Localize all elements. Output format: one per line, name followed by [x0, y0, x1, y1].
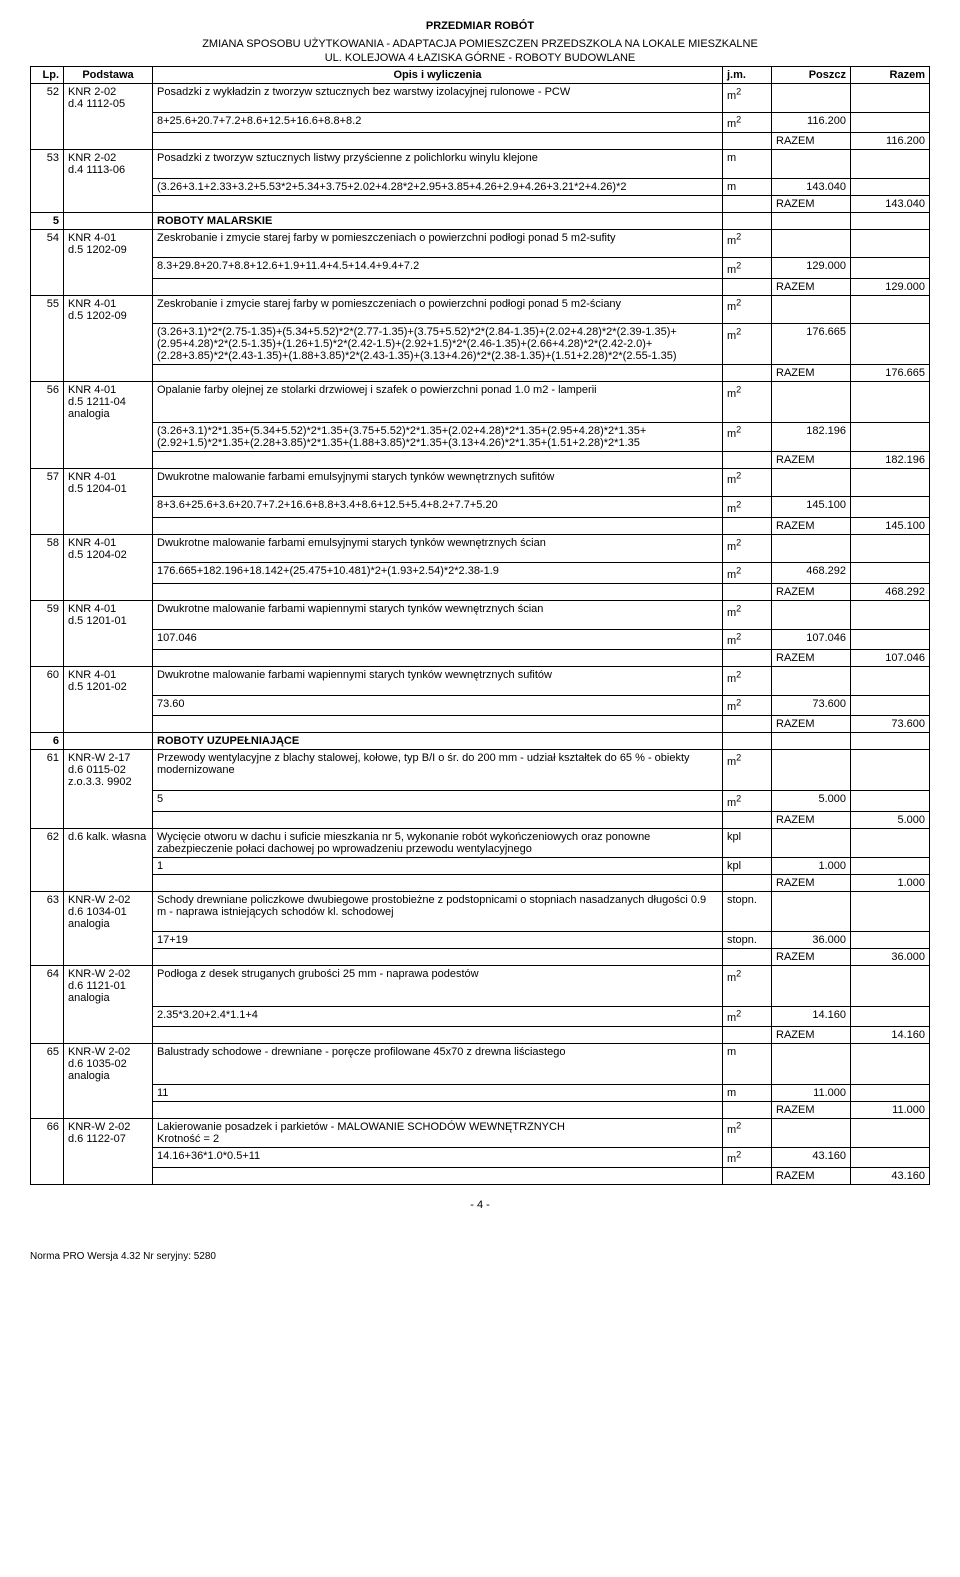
razem-row: RAZEM73.600 [31, 716, 930, 733]
table-row: 61KNR-W 2-17 d.6 0115-02 z.o.3.3. 9902Pr… [31, 750, 930, 791]
calc-row: 73.60m273.600 [31, 695, 930, 716]
doc-subtitle-2: UL. KOLEJOWA 4 ŁAZISKA GÓRNE - ROBOTY BU… [30, 52, 930, 64]
razem-row: RAZEM36.000 [31, 949, 930, 966]
col-podstawa: Podstawa [64, 67, 153, 84]
calc-row: (3.26+3.1)*2*(2.75-1.35)+(5.34+5.52)*2*(… [31, 324, 930, 365]
razem-row: RAZEM145.100 [31, 517, 930, 534]
calc-row: 14.16+36*1.0*0.5+11m243.160 [31, 1147, 930, 1168]
calc-row: 17+19stopn.36.000 [31, 932, 930, 949]
razem-row: RAZEM14.160 [31, 1027, 930, 1044]
table-row: 65KNR-W 2-02 d.6 1035-02 analogiaBalustr… [31, 1044, 930, 1085]
calc-row: 5m25.000 [31, 790, 930, 811]
razem-row: RAZEM176.665 [31, 365, 930, 382]
table-row: 62d.6 kalk. własnaWycięcie otworu w dach… [31, 828, 930, 857]
calc-row: (3.26+3.1+2.33+3.2+5.53*2+5.34+3.75+2.02… [31, 178, 930, 195]
table-row: 63KNR-W 2-02 d.6 1034-01 analogiaSchody … [31, 891, 930, 932]
razem-row: RAZEM129.000 [31, 278, 930, 295]
col-razem: Razem [851, 67, 930, 84]
calc-row: 2.35*3.20+2.4*1.1+4m214.160 [31, 1006, 930, 1027]
table-row: 57KNR 4-01 d.5 1204-01Dwukrotne malowani… [31, 468, 930, 497]
page-number: - 4 - [30, 1199, 930, 1211]
razem-row: RAZEM1.000 [31, 874, 930, 891]
razem-row: RAZEM182.196 [31, 451, 930, 468]
col-poszcz: Poszcz [772, 67, 851, 84]
section-row: 6ROBOTY UZUPEŁNIAJĄCE [31, 733, 930, 750]
razem-row: RAZEM116.200 [31, 133, 930, 150]
calc-row: 8+3.6+25.6+3.6+20.7+7.2+16.6+8.8+3.4+8.6… [31, 497, 930, 518]
table-row: 64KNR-W 2-02 d.6 1121-01 analogiaPodłoga… [31, 966, 930, 1007]
cost-table: Lp. Podstawa Opis i wyliczenia j.m. Posz… [30, 66, 930, 1185]
razem-row: RAZEM468.292 [31, 584, 930, 601]
calc-row: 176.665+182.196+18.142+(25.475+10.481)*2… [31, 563, 930, 584]
col-lp: Lp. [31, 67, 64, 84]
col-opis: Opis i wyliczenia [153, 67, 723, 84]
table-header-row: Lp. Podstawa Opis i wyliczenia j.m. Posz… [31, 67, 930, 84]
razem-row: RAZEM5.000 [31, 811, 930, 828]
table-row: 59KNR 4-01 d.5 1201-01Dwukrotne malowani… [31, 601, 930, 630]
table-row: 58KNR 4-01 d.5 1204-02Dwukrotne malowani… [31, 534, 930, 563]
table-row: 66KNR-W 2-02 d.6 1122-07Lakierowanie pos… [31, 1118, 930, 1147]
razem-row: RAZEM11.000 [31, 1101, 930, 1118]
table-row: 54KNR 4-01 d.5 1202-09Zeskrobanie i zmyc… [31, 229, 930, 258]
footer-app: Norma PRO Wersja 4.32 Nr seryjny: 5280 [30, 1251, 930, 1262]
razem-row: RAZEM107.046 [31, 650, 930, 667]
table-row: 52KNR 2-02 d.4 1112-05Posadzki z wykładz… [31, 84, 930, 113]
calc-row: 8+25.6+20.7+7.2+8.6+12.5+16.6+8.8+8.2m21… [31, 112, 930, 133]
table-row: 53KNR 2-02 d.4 1113-06Posadzki z tworzyw… [31, 150, 930, 179]
razem-row: RAZEM143.040 [31, 195, 930, 212]
calc-row: 1kpl1.000 [31, 857, 930, 874]
section-row: 5ROBOTY MALARSKIE [31, 212, 930, 229]
calc-row: 11m11.000 [31, 1084, 930, 1101]
table-row: 56KNR 4-01 d.5 1211-04 analogiaOpalanie … [31, 382, 930, 423]
razem-row: RAZEM43.160 [31, 1168, 930, 1185]
table-row: 55KNR 4-01 d.5 1202-09Zeskrobanie i zmyc… [31, 295, 930, 324]
doc-subtitle-1: ZMIANA SPOSOBU UŻYTKOWANIA - ADAPTACJA P… [30, 38, 930, 50]
col-jm: j.m. [723, 67, 772, 84]
calc-row: 8.3+29.8+20.7+8.8+12.6+1.9+11.4+4.5+14.4… [31, 258, 930, 279]
calc-row: (3.26+3.1)*2*1.35+(5.34+5.52)*2*1.35+(3.… [31, 422, 930, 451]
doc-title: PRZEDMIAR ROBÓT [30, 20, 930, 32]
table-row: 60KNR 4-01 d.5 1201-02Dwukrotne malowani… [31, 667, 930, 696]
calc-row: 107.046m2107.046 [31, 629, 930, 650]
